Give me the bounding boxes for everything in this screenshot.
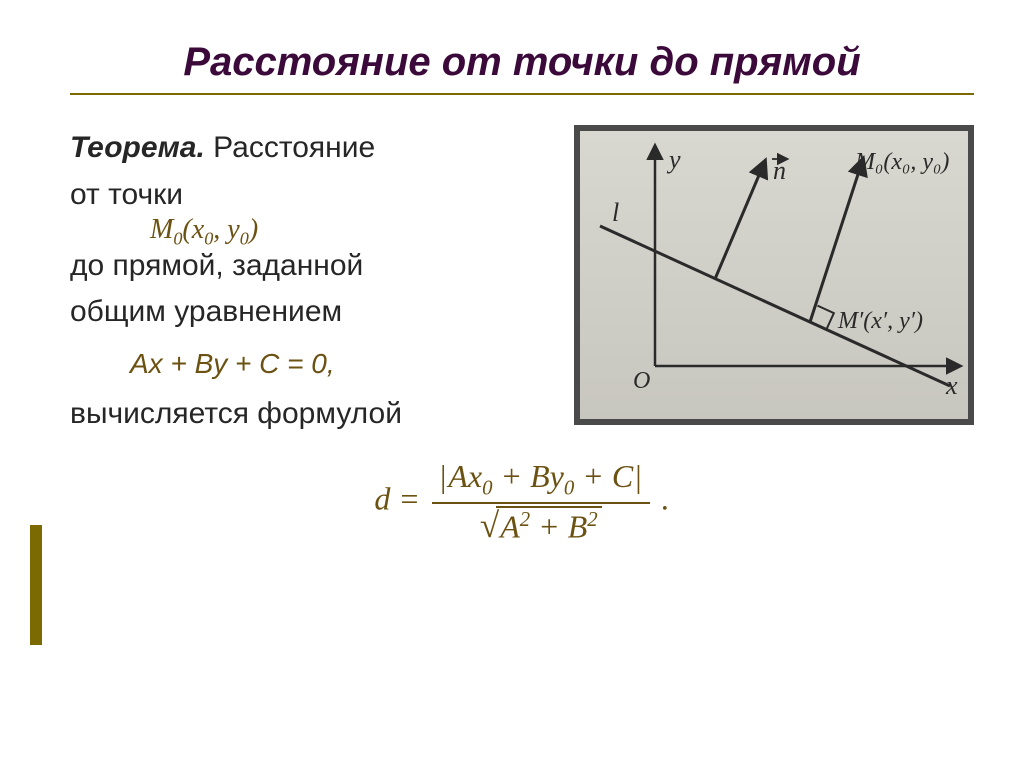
svg-text:M₀(x₀, y₀): M₀(x₀, y₀) bbox=[854, 149, 949, 175]
text-line4: общим уравнением bbox=[70, 289, 554, 336]
svg-text:x: x bbox=[945, 371, 958, 400]
left-accent-bar bbox=[30, 525, 42, 645]
svg-text:l: l bbox=[612, 198, 619, 227]
theorem-text: Теорема. Расстояние от точки M0(x0, y0) … bbox=[70, 125, 554, 438]
title-underline bbox=[70, 93, 974, 95]
svg-text:y: y bbox=[666, 145, 681, 174]
text-line1: Расстояние bbox=[205, 131, 375, 164]
theorem-label: Теорема. bbox=[70, 131, 205, 164]
slide-title: Расстояние от точки до прямой bbox=[70, 40, 974, 85]
diagram: y x Ol n M₀(x₀, y₀) M′(x′, y′) bbox=[574, 125, 974, 425]
general-equation: Ax + By + C = 0, bbox=[70, 342, 554, 385]
svg-text:M′(x′, y′): M′(x′, y′) bbox=[837, 308, 923, 334]
diagram-svg: y x Ol n M₀(x₀, y₀) M′(x′, y′) bbox=[580, 131, 968, 419]
svg-text:n: n bbox=[773, 156, 786, 185]
text-line5: вычисляется формулой bbox=[70, 391, 554, 438]
text-line3: до прямой, заданной bbox=[70, 243, 554, 290]
distance-formula: d = |Ax0 + By0 + C| √ A2 + B2 . bbox=[70, 458, 974, 546]
svg-text:O: O bbox=[633, 368, 650, 394]
